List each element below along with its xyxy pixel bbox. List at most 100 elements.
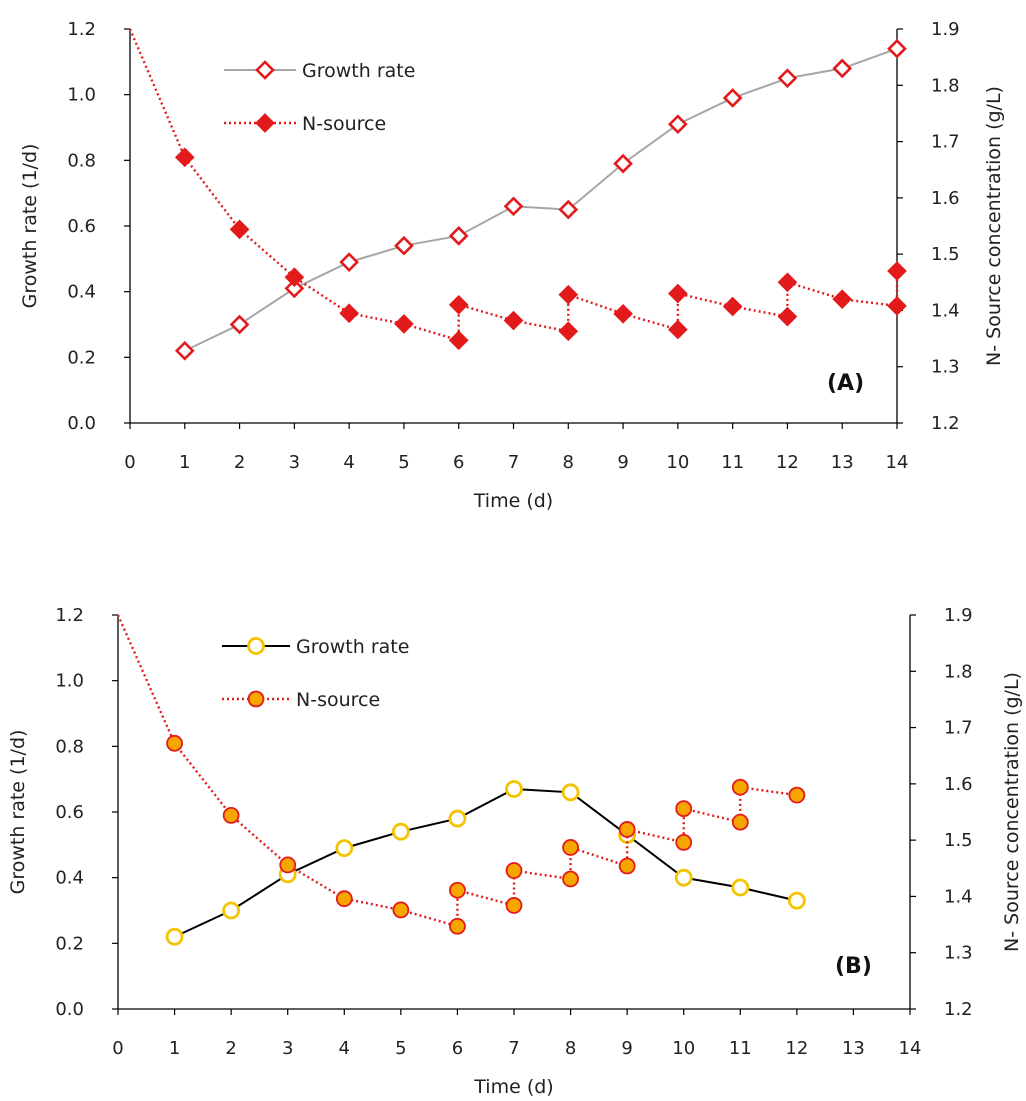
y-tick-label: 0.8 [55,736,84,757]
n-source-point-17 [731,778,749,796]
n-source-point-15 [675,800,693,818]
x-tick-label: 5 [398,452,409,473]
n-source-point-11 [613,303,633,324]
n-source-point-3 [284,267,305,288]
growth-rate-point-11 [777,68,798,89]
y2-axis-title: N- Source concentration (g/L) [983,86,1005,366]
y2-tick-label: 1.3 [944,943,973,964]
x-tick-label: 2 [225,1038,236,1059]
x-tick-label: 9 [617,452,628,473]
x-tick-label: 7 [508,452,519,473]
growth-rate-point-3 [335,839,354,858]
y-tick-label: 0.6 [55,802,84,823]
x-tick-label: 9 [621,1038,632,1059]
y2-tick-label: 1.5 [931,244,960,265]
x-tick-label: 0 [124,452,135,473]
y2-tick-label: 1.9 [931,19,960,40]
y2-tick-label: 1.6 [944,774,973,795]
n-source-point-16 [731,813,749,831]
n-source-point-13 [668,283,688,304]
x-tick-label: 10 [672,1038,695,1059]
n-source-point-5 [394,314,414,334]
y2-tick-label: 1.2 [944,999,973,1020]
y-tick-label: 0.6 [67,216,96,237]
n-source-point-2 [229,219,250,240]
n-source-point-4 [339,303,359,324]
legend-marker-point-1 [247,690,265,708]
growth-rate-point-4 [391,822,410,841]
n-source-point-10 [562,870,579,888]
n-source-point-3 [279,856,297,874]
growth-rate-point-11 [787,891,806,910]
legend-marker-point-0 [247,637,265,655]
x-tick-label: 3 [282,1038,293,1059]
x-tick-label: 4 [339,1038,350,1059]
n-source-point-1 [174,147,195,168]
n-source-point-11 [562,839,579,856]
legend-label: N-source [302,113,386,135]
n-source-point-4 [335,890,353,908]
x-tick-label: 2 [234,452,245,473]
n-source-point-18 [887,296,907,316]
y2-tick-label: 1.2 [931,413,960,434]
y-tick-label: 0.8 [67,150,96,171]
growth-rate-point-6 [505,780,523,798]
n-source-point-7 [449,881,466,899]
y2-tick-label: 1.3 [931,357,960,378]
y2-tick-label: 1.9 [944,605,973,626]
x-tick-label: 14 [899,1038,922,1059]
growth-rate-point-9 [674,868,693,887]
y2-tick-label: 1.7 [931,132,960,153]
n-source-point-12 [618,857,636,875]
panel-label: (A) [827,371,864,396]
x-tick-label: 1 [179,452,190,473]
x-tick-label: 12 [776,452,799,473]
growth-rate-point-0 [174,340,195,361]
growth-rate-line [184,47,898,352]
y-tick-label: 0.2 [55,933,84,954]
growth-rate-point-0 [165,927,184,946]
n-source-point-7 [448,294,469,315]
y2-tick-label: 1.7 [944,718,973,739]
n-source-point-6 [449,917,466,935]
n-source-point-17 [832,289,853,310]
growth-rate-point-5 [448,226,469,246]
growth-rate-point-1 [222,901,241,920]
y-tick-label: 0.2 [67,347,96,368]
panel-label: (B) [835,954,872,979]
x-tick-label: 1 [169,1038,180,1059]
n-source-point-14 [722,296,743,317]
growth-rate-point-9 [668,114,688,135]
growth-rate-point-7 [558,199,579,220]
legend-label: Growth rate [302,60,415,82]
x-tick-label: 3 [289,452,300,473]
x-tick-label: 7 [508,1038,519,1059]
x-tick-label: 6 [453,452,464,473]
n-source-point-19 [887,261,907,281]
legend-marker-point-1 [255,113,275,133]
n-source-point-16 [777,272,798,293]
y-axis-title: Growth rate (1/d) [7,730,29,895]
n-source-point-13 [618,821,636,838]
x-tick-label: 6 [452,1038,463,1059]
y2-tick-label: 1.4 [931,300,960,321]
chart-panel-a: 0 1 2 3 4 5 6 7 8 9 10 11 12 13 140.00.20.40.60.81.01.… [19,19,1005,512]
growth-rate-point-2 [284,278,305,299]
n-source-point-1 [166,734,183,752]
growth-rate-point-4 [394,235,414,256]
growth-rate-point-10 [722,88,743,108]
legend-label: N-source [296,689,380,711]
y-tick-label: 1.2 [67,19,96,40]
n-source-point-2 [222,806,240,824]
growth-rate-point-10 [731,878,750,897]
n-source-point-5 [392,901,410,919]
n-source-point-10 [558,284,579,305]
x-tick-label: 12 [785,1038,808,1059]
n-source-point-15 [777,306,798,327]
y-tick-label: 0.0 [67,413,96,434]
x-tick-label: 8 [565,1038,576,1059]
x-tick-label: 4 [343,452,354,473]
y-tick-label: 1.0 [55,671,84,692]
x-axis-title: Time (d) [473,1076,553,1098]
